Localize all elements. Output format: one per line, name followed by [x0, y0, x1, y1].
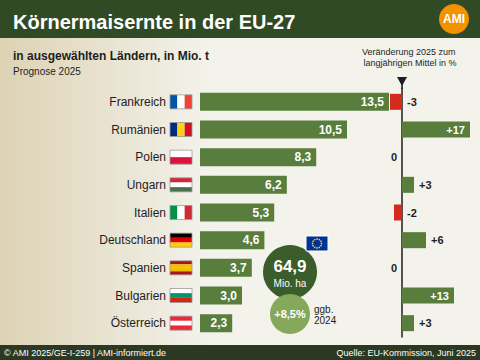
- svg-text:Italien: Italien: [134, 206, 166, 220]
- svg-text:Veränderung 2025 zum: Veränderung 2025 zum: [362, 47, 458, 57]
- svg-text:Prognose 2025: Prognose 2025: [13, 66, 81, 77]
- svg-text:-2: -2: [407, 207, 417, 219]
- svg-text:4,6: 4,6: [243, 233, 260, 247]
- svg-text:3,0: 3,0: [220, 289, 237, 303]
- svg-text:2024: 2024: [314, 315, 337, 326]
- svg-text:+17: +17: [446, 124, 465, 136]
- svg-text:+8,5%: +8,5%: [274, 308, 306, 320]
- svg-text:Quelle: EU-Kommission, Juni 20: Quelle: EU-Kommission, Juni 2025: [336, 348, 476, 358]
- svg-text:© AMI 2025/GE-I-259 | AMI-info: © AMI 2025/GE-I-259 | AMI-informiert.de: [4, 348, 166, 358]
- svg-text:0: 0: [391, 262, 397, 274]
- svg-text:10,5: 10,5: [319, 123, 343, 137]
- svg-text:Polen: Polen: [135, 150, 166, 164]
- svg-text:+13: +13: [430, 290, 449, 302]
- svg-text:ggb.: ggb.: [314, 304, 333, 315]
- svg-text:8,3: 8,3: [295, 150, 312, 164]
- svg-text:Bulgarien: Bulgarien: [115, 289, 166, 303]
- svg-text:Ungarn: Ungarn: [127, 178, 166, 192]
- svg-text:+6: +6: [431, 234, 444, 246]
- svg-text:langjährigen Mittel in %: langjährigen Mittel in %: [363, 58, 456, 68]
- svg-text:Deutschland: Deutschland: [99, 233, 166, 247]
- svg-text:-3: -3: [407, 96, 417, 108]
- svg-text:6,2: 6,2: [265, 178, 282, 192]
- svg-text:in ausgewählten Ländern, in Mi: in ausgewählten Ländern, in Mio. t: [13, 49, 209, 63]
- svg-text:Frankreich: Frankreich: [109, 95, 166, 109]
- svg-text:Mio. ha: Mio. ha: [274, 278, 307, 289]
- svg-text:Österreich: Österreich: [111, 316, 166, 330]
- svg-text:13,5: 13,5: [361, 95, 385, 109]
- svg-text:+3: +3: [419, 317, 432, 329]
- svg-text:Rumänien: Rumänien: [111, 123, 166, 137]
- svg-text:+3: +3: [419, 179, 432, 191]
- svg-text:3,7: 3,7: [230, 261, 247, 275]
- svg-text:2,3: 2,3: [211, 316, 228, 330]
- svg-text:Körnermaisernte in der EU-27: Körnermaisernte in der EU-27: [13, 11, 295, 33]
- svg-text:64,9: 64,9: [273, 257, 306, 276]
- svg-text:Spanien: Spanien: [122, 261, 166, 275]
- svg-text:0: 0: [391, 151, 397, 163]
- svg-text:5,3: 5,3: [253, 206, 270, 220]
- svg-text:AMI: AMI: [443, 12, 465, 26]
